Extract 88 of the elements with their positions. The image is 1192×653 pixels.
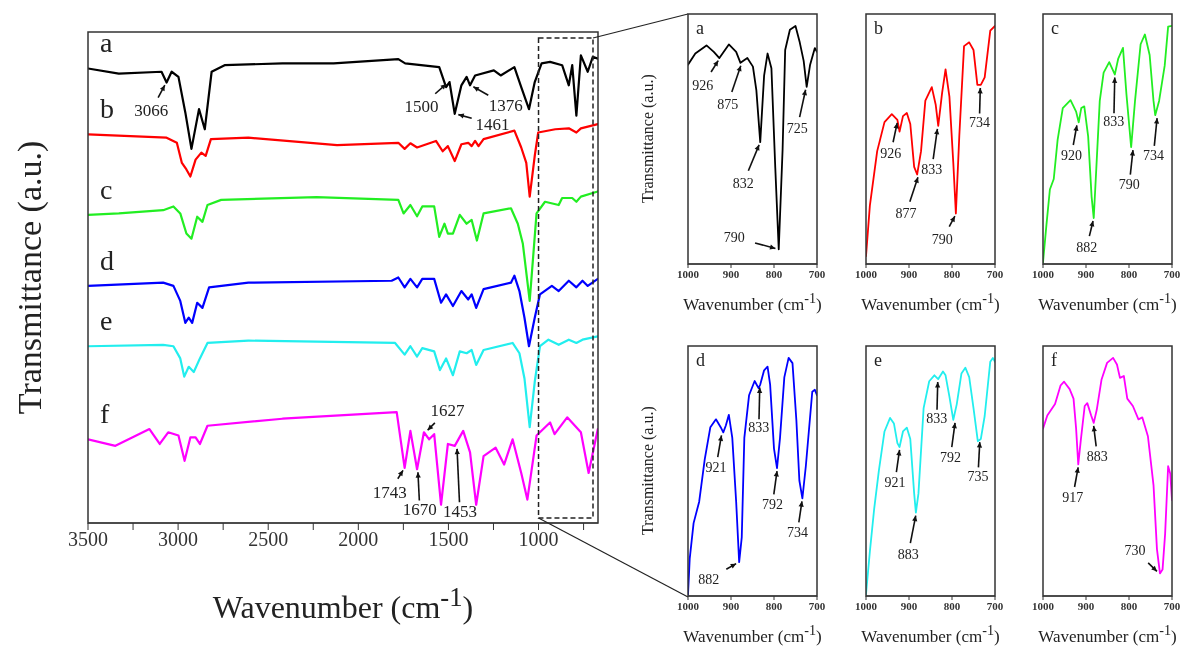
x-tick-label: 700	[1163, 267, 1181, 280]
annotation: 730	[1124, 543, 1146, 559]
x-axis-title: Wavenumber (cm$^{-1}$)	[683, 290, 822, 314]
annotation: 877	[895, 206, 917, 222]
x-axis-title: Wavenumber (cm$^{-1}$)	[1038, 622, 1177, 646]
chart-title: f	[1051, 350, 1057, 370]
annotation: 790	[1118, 177, 1140, 192]
annotation: 734	[968, 114, 990, 130]
x-tick-label: 700	[1163, 599, 1181, 612]
annotation: 1743	[372, 482, 407, 502]
x-tick-label: 800	[765, 599, 783, 612]
x-tick-label: 800	[943, 267, 961, 280]
annotation: 920	[1060, 148, 1082, 164]
annotation: 917	[1062, 490, 1084, 506]
annotation: 790	[931, 232, 953, 248]
x-tick-label: 1000	[1032, 599, 1055, 612]
annotation: 883	[897, 546, 919, 562]
annotation: 734	[1142, 148, 1164, 164]
annotation: 790	[723, 230, 745, 246]
x-tick-label: 1500	[428, 528, 469, 551]
y-axis-title: Transmittance (a.u.)	[9, 139, 49, 417]
series-label: e	[100, 305, 113, 337]
chart-title: d	[696, 350, 705, 370]
x-tick-label: 1000	[1032, 267, 1055, 280]
x-tick-label: 800	[1120, 267, 1138, 280]
x-tick-label: 1000	[855, 599, 878, 612]
annotation: 735	[967, 469, 989, 484]
x-tick-label: 700	[808, 267, 826, 280]
annotation: 882	[1076, 239, 1098, 255]
x-axis-title: Wavenumber (cm$^{-1}$)	[683, 622, 822, 646]
annotation: 883	[1086, 448, 1108, 464]
series-label: d	[100, 244, 114, 276]
annotation: 3066	[134, 101, 169, 121]
y-axis-title: Transmittance (a.u.)	[638, 405, 658, 538]
x-tick-label: 900	[722, 599, 740, 612]
annotation: 833	[921, 161, 943, 177]
x-tick-label: 700	[808, 599, 826, 612]
annotation: 833	[1103, 114, 1125, 130]
x-tick-label: 1000	[518, 528, 559, 551]
annotation: 832	[732, 176, 754, 191]
annotation: 875	[717, 96, 739, 112]
x-tick-label: 900	[1077, 267, 1095, 280]
x-tick-label: 1000	[677, 599, 700, 612]
x-tick-label: 2000	[338, 528, 379, 551]
series-label: c	[100, 173, 113, 205]
y-axis-title: Transmittance (a.u.)	[638, 73, 658, 206]
x-tick-label: 900	[900, 267, 918, 280]
annotation: 734	[786, 525, 808, 541]
chart-title: b	[874, 18, 883, 38]
x-tick-label: 900	[1077, 599, 1095, 612]
x-tick-label: 3500	[68, 528, 108, 551]
chart-title: c	[1051, 18, 1059, 38]
x-axis-title: Wavenumber (cm$^{-1}$)	[211, 582, 475, 626]
annotation: 921	[884, 474, 906, 490]
chart-title: a	[696, 18, 704, 38]
annotation: 1670	[402, 500, 437, 520]
x-tick-label: 2500	[248, 528, 289, 551]
x-tick-label: 900	[900, 599, 918, 612]
x-tick-label: 800	[943, 599, 961, 612]
chart-title: e	[874, 350, 882, 370]
x-tick-label: 700	[986, 267, 1004, 280]
annotation: 792	[939, 449, 961, 465]
annotation: 1500	[404, 96, 439, 116]
x-axis-title: Wavenumber (cm$^{-1}$)	[1038, 290, 1177, 314]
x-tick-label: 3000	[158, 528, 199, 551]
x-tick-label: 900	[722, 267, 740, 280]
annotation: 833	[748, 420, 770, 436]
x-axis-title: Wavenumber (cm$^{-1}$)	[861, 622, 1000, 646]
series-label: f	[100, 398, 110, 430]
annotation: 1627	[430, 401, 466, 421]
x-tick-label: 800	[1120, 599, 1138, 612]
annotation: 1453	[442, 501, 477, 521]
x-tick-label: 1000	[855, 267, 878, 280]
x-axis-title: Wavenumber (cm$^{-1}$)	[861, 290, 1000, 314]
series-label: b	[100, 93, 114, 125]
annotation: 921	[705, 460, 727, 476]
annotation: 1376	[488, 96, 523, 116]
annotation: 882	[698, 572, 720, 588]
x-tick-label: 800	[765, 267, 783, 280]
annotation: 725	[786, 120, 808, 136]
x-tick-label: 1000	[677, 267, 700, 280]
annotation: 926	[692, 77, 714, 93]
x-tick-label: 700	[986, 599, 1004, 612]
annotation: 833	[926, 411, 948, 426]
annotation: 1461	[475, 114, 510, 134]
series-label: a	[100, 27, 113, 59]
annotation: 926	[880, 145, 902, 161]
annotation: 792	[761, 497, 783, 513]
